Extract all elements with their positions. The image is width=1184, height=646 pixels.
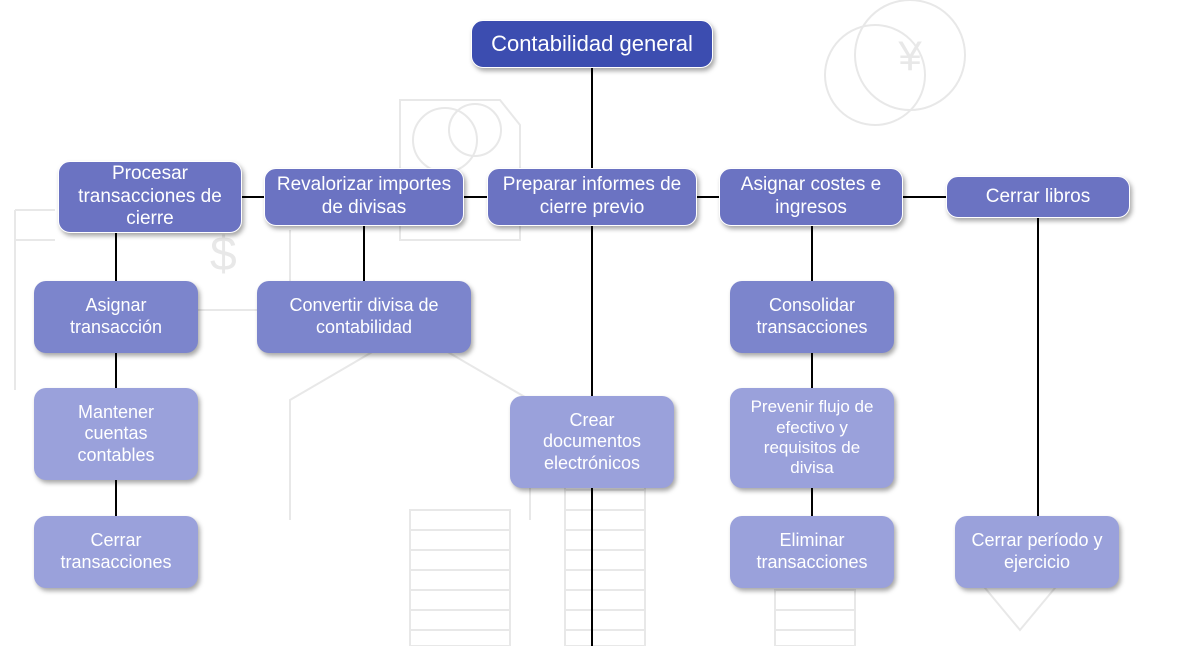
node-consolidar-transacciones: Consolidar transacciones	[730, 281, 894, 353]
node-label: Revalorizar importes de divisas	[275, 174, 453, 220]
node-eliminar-transacciones: Eliminar transacciones	[730, 516, 894, 588]
edge-col1-c1-1	[115, 233, 117, 281]
node-label: Cerrar período y ejercicio	[965, 530, 1109, 573]
node-label: Asignar transacción	[44, 295, 188, 338]
node-label: Prevenir flujo de efectivo y requisitos …	[740, 397, 884, 479]
edge-col5-c5-1	[1037, 218, 1039, 516]
edge-col2-c2-1	[363, 226, 365, 281]
node-convertir-divisa: Convertir divisa de contabilidad	[257, 281, 471, 353]
node-label: Cerrar transacciones	[44, 530, 188, 573]
node-label: Crear documentos electrónicos	[520, 410, 664, 475]
node-label: Eliminar transacciones	[740, 530, 884, 573]
node-label: Convertir divisa de contabilidad	[267, 295, 461, 338]
node-label: Preparar informes de cierre previo	[498, 174, 686, 220]
edge-col4-c4-1	[811, 226, 813, 281]
edge-col3-c3-1	[591, 226, 593, 396]
node-cerrar-libros: Cerrar libros	[946, 176, 1130, 218]
node-label: Consolidar transacciones	[740, 295, 884, 338]
node-cerrar-periodo: Cerrar período y ejercicio	[955, 516, 1119, 588]
node-root: Contabilidad general	[471, 20, 713, 68]
node-procesar-transacciones: Procesar transacciones de cierre	[58, 161, 242, 233]
bg-deco-yen-coin: ¥	[820, 0, 980, 140]
edge-col1-col2	[242, 196, 264, 198]
edge-c3-1-bottom	[591, 488, 593, 646]
node-label: Contabilidad general	[491, 31, 693, 57]
node-preparar-informes: Preparar informes de cierre previo	[487, 168, 697, 226]
edge-col2-col3	[464, 196, 487, 198]
node-crear-documentos: Crear documentos electrónicos	[510, 396, 674, 488]
node-mantener-cuentas: Mantener cuentas contables	[34, 388, 198, 480]
node-cerrar-transacciones: Cerrar transacciones	[34, 516, 198, 588]
edge-c1-2-c1-3	[115, 480, 117, 516]
node-revalorizar: Revalorizar importes de divisas	[264, 168, 464, 226]
bg-deco-building1	[400, 500, 520, 646]
node-label: Asignar costes e ingresos	[730, 174, 892, 220]
node-asignar-transaccion: Asignar transacción	[34, 281, 198, 353]
edge-c1-1-c1-2	[115, 353, 117, 388]
edge-root-col3	[591, 68, 593, 168]
edge-col4-col5	[903, 196, 946, 198]
edge-col3-col4	[697, 196, 719, 198]
node-asignar-costes: Asignar costes e ingresos	[719, 168, 903, 226]
edge-c4-1-c4-2	[811, 353, 813, 388]
node-label: Mantener cuentas contables	[44, 402, 188, 467]
node-label: Cerrar libros	[986, 186, 1091, 209]
node-prevenir-flujo: Prevenir flujo de efectivo y requisitos …	[730, 388, 894, 488]
node-label: Procesar transacciones de cierre	[69, 163, 231, 231]
bg-deco-building3	[765, 580, 865, 646]
edge-c4-2-c4-3	[811, 488, 813, 516]
svg-text:¥: ¥	[897, 32, 922, 79]
svg-text:$: $	[210, 228, 237, 281]
